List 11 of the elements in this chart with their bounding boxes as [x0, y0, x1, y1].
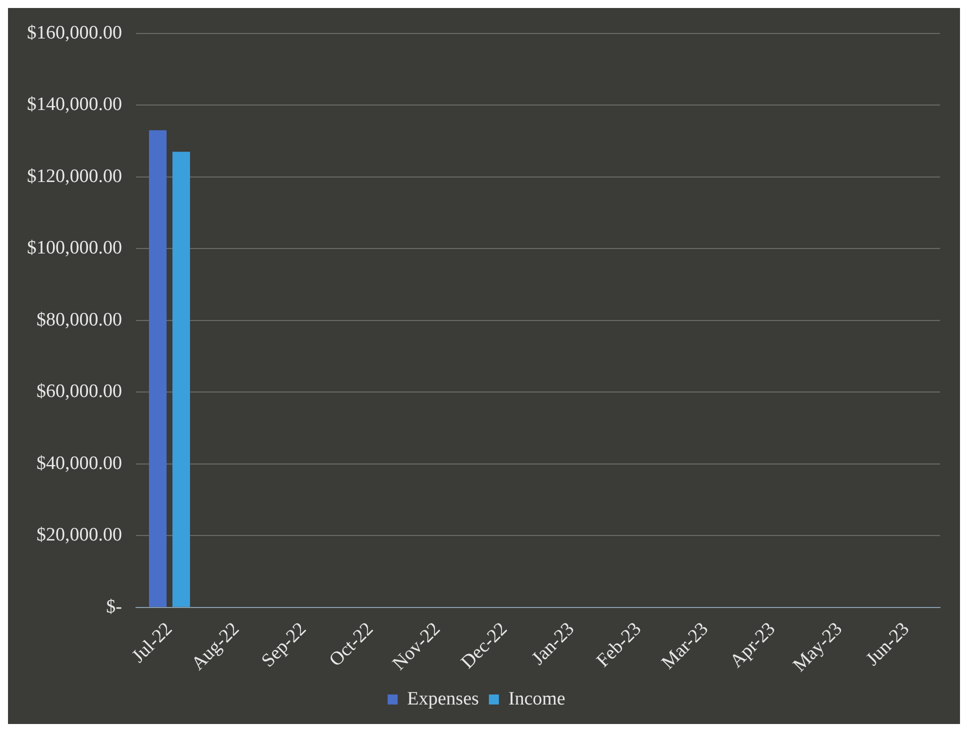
y-tick-label: $100,000.00 — [27, 238, 122, 259]
y-tick-label: $160,000.00 — [27, 22, 122, 44]
y-tick-label: $- — [106, 596, 122, 618]
legend-label: Expenses — [407, 688, 479, 710]
y-tick-label: $80,000.00 — [36, 309, 122, 330]
y-tick-label: $120,000.00 — [27, 166, 122, 187]
legend-label: Income — [508, 688, 566, 710]
y-tick-label: $20,000.00 — [36, 524, 122, 546]
y-tick-label: $140,000.00 — [27, 94, 122, 116]
y-tick-label: $40,000.00 — [36, 452, 122, 474]
y-tick-label: $60,000.00 — [36, 381, 122, 402]
